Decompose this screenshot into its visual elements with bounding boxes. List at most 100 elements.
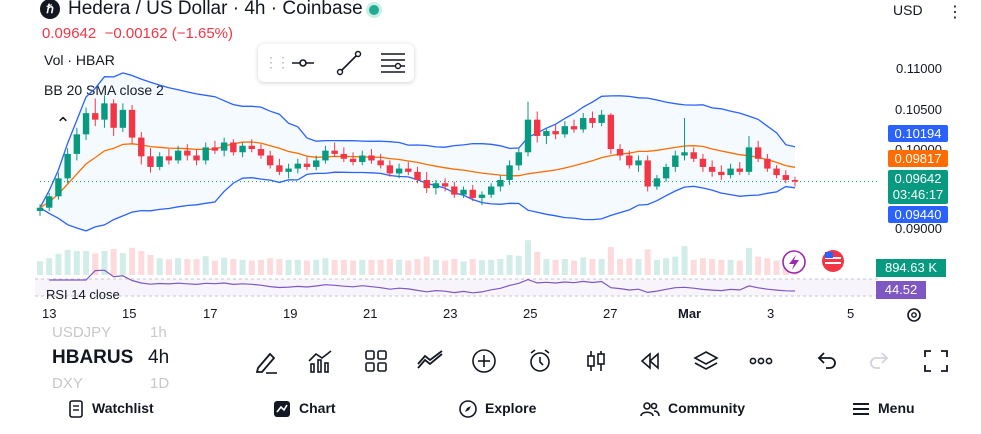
volume-bar <box>359 259 366 275</box>
indicators-icon[interactable] <box>306 348 334 374</box>
candle-body <box>248 145 255 150</box>
candle-body <box>303 163 311 167</box>
nav-explore[interactable]: Explore <box>459 400 536 419</box>
next-interval[interactable]: 1D <box>150 375 170 392</box>
candle-body <box>626 155 633 166</box>
prev-interval[interactable]: 1h <box>150 324 167 341</box>
time-axis-label: 17 <box>203 306 218 321</box>
candle-body <box>349 158 357 163</box>
more-horizontal-icon[interactable] <box>747 348 775 374</box>
volume-bar <box>681 246 688 275</box>
volume-bar <box>110 249 117 275</box>
nav-watchlist[interactable]: Watchlist <box>68 400 154 419</box>
volume-bar <box>469 259 476 275</box>
interval-selector[interactable]: 4h <box>148 347 170 368</box>
volume-bar <box>672 256 679 275</box>
alert-clock-icon[interactable] <box>526 348 554 374</box>
chart-settings-icon[interactable] <box>904 305 924 325</box>
candle-body <box>782 175 789 180</box>
flag-canton <box>825 252 833 258</box>
community-icon <box>640 402 660 417</box>
last-price: 0.09642 <box>42 25 97 42</box>
volume-bar <box>644 249 651 275</box>
candle-body <box>110 103 117 128</box>
trend-line-icon[interactable] <box>334 50 364 76</box>
bb-lower-tag: 0.09440 <box>888 206 948 223</box>
candle-body <box>377 160 384 166</box>
volume-bar <box>202 256 209 275</box>
volume-bar <box>211 260 218 275</box>
volume-bar <box>571 260 578 275</box>
volume-bar <box>340 259 347 275</box>
prev-symbol[interactable]: USDJPY <box>52 324 112 341</box>
more-vertical-icon[interactable]: ⋮ <box>947 4 963 21</box>
candle-body <box>55 178 62 197</box>
volume-bar <box>699 258 706 275</box>
volume-bar <box>432 259 439 275</box>
volume-bar <box>497 259 504 275</box>
volume-bar <box>764 258 771 275</box>
chart-nav-icon <box>274 401 290 418</box>
volume-bar <box>451 259 458 275</box>
volume-bar <box>589 259 596 275</box>
chart-title-text: Hedera / US Dollar · 4h · Coinbase <box>68 0 363 19</box>
candle-body <box>478 194 486 198</box>
volume-bar <box>368 259 375 275</box>
horizontal-ray-icon[interactable] <box>288 50 318 76</box>
collapse-legend-button[interactable]: ⌃ <box>50 112 76 136</box>
add-icon[interactable] <box>470 348 498 374</box>
draw-pen-icon[interactable] <box>252 348 280 374</box>
candle-body <box>699 158 707 167</box>
candle-body <box>662 166 670 179</box>
volume-bar <box>350 260 357 275</box>
flag-stripe <box>825 262 841 264</box>
layers-icon[interactable] <box>692 348 720 374</box>
volume-bar <box>607 247 614 275</box>
candle-body <box>147 156 154 167</box>
chart-title[interactable]: Hedera / US Dollar · 4h · Coinbase <box>42 0 363 20</box>
volume-bar <box>257 259 264 275</box>
nav-menu[interactable]: Menu <box>852 400 915 417</box>
volume-bar <box>147 255 154 275</box>
volume-bar <box>727 259 734 275</box>
candle-body <box>570 126 578 130</box>
layouts-grid-icon[interactable] <box>362 348 390 374</box>
symbol-selector[interactable]: HBARUS <box>52 347 134 368</box>
bb-basis-tag: 0.09817 <box>888 150 948 167</box>
volume-bar <box>129 247 136 275</box>
volume-bar <box>386 259 393 275</box>
volume-bar <box>552 259 559 275</box>
next-symbol[interactable]: DXY <box>52 375 83 392</box>
bollinger-indicator-label[interactable]: BB 20 SMA close 2 <box>44 82 164 98</box>
volume-bar <box>37 261 43 275</box>
fullscreen-icon[interactable] <box>922 348 950 374</box>
fib-retracement-icon[interactable] <box>378 50 408 76</box>
time-axis-label: 23 <box>443 306 458 321</box>
candle-body <box>82 113 90 135</box>
rsi-indicator-label[interactable]: RSI 14 close <box>46 287 120 302</box>
rsi-tag: 44.52 <box>876 281 926 299</box>
candle-body <box>414 171 421 180</box>
nav-chart[interactable]: Chart <box>273 400 336 418</box>
candle-body <box>727 168 734 176</box>
replay-rewind-icon[interactable] <box>636 348 664 374</box>
candle-body <box>672 155 679 167</box>
currency-selector[interactable]: USD <box>893 2 923 18</box>
compare-icon[interactable] <box>416 348 444 374</box>
candlesticks <box>36 95 799 216</box>
candle-body <box>36 207 44 211</box>
undo-icon[interactable] <box>812 348 840 374</box>
candles-chart-type-icon[interactable] <box>582 348 610 374</box>
volume-indicator-label[interactable]: Vol · HBAR <box>44 52 115 68</box>
chevron-up-icon: ⌃ <box>55 114 71 134</box>
volume-bar <box>617 259 624 275</box>
candle-body <box>322 150 329 161</box>
volume-bar <box>267 258 274 275</box>
bb-fill <box>40 72 795 231</box>
nav-community[interactable]: Community <box>640 400 745 418</box>
candle-body <box>745 147 753 172</box>
drag-handle-icon[interactable]: ⋮⋮ <box>264 54 290 70</box>
volume-bar <box>423 256 430 275</box>
candle-body <box>718 171 725 176</box>
